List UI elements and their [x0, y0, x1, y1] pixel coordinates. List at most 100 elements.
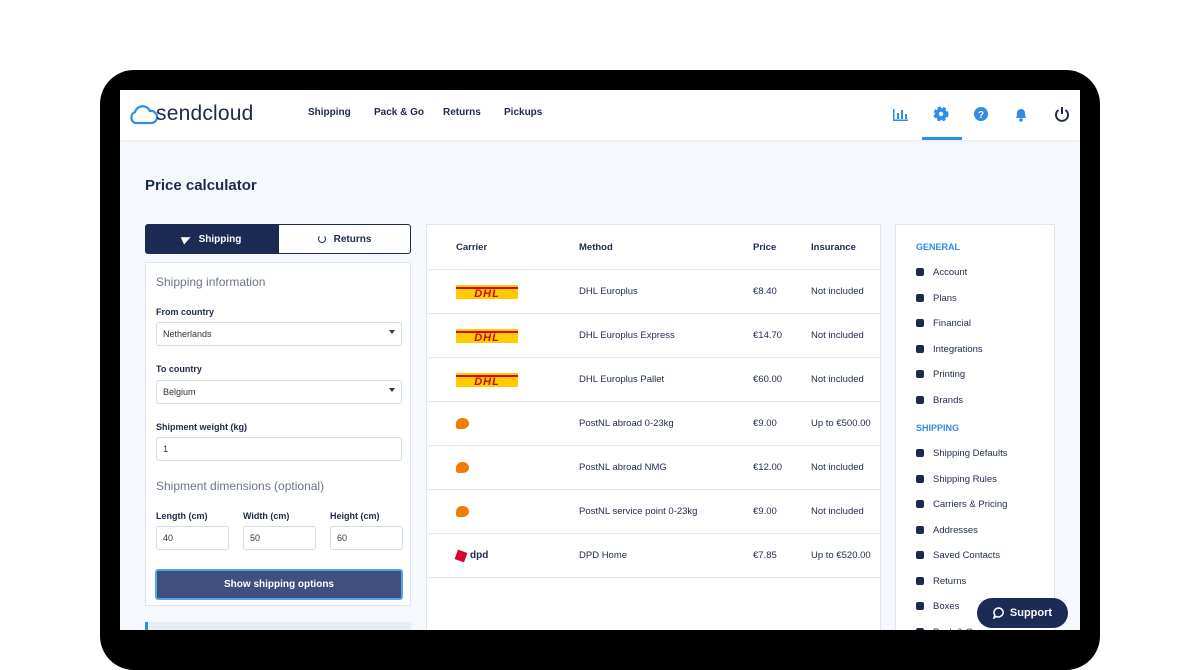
price: €9.00: [753, 506, 777, 517]
shipping-form: Shipping information From country Netherla…: [145, 262, 411, 606]
support-label[interactable]: Support: [1009, 607, 1053, 619]
sidebar-item[interactable]: Account: [896, 260, 1054, 286]
field-label: Shipment weight (kg): [156, 422, 247, 432]
field-label: Height (cm): [330, 511, 380, 521]
column-header: Method: [579, 241, 613, 253]
method: PostNL abroad NMG: [579, 462, 667, 473]
insurance: Up to €520.00: [811, 550, 871, 561]
sidebar-item[interactable]: Shipping Rules: [896, 467, 1054, 493]
carrier-logo: DHL: [456, 284, 518, 300]
table-row[interactable]: PostNL abroad 0-23kg €9.00 Up to €500.00: [427, 402, 880, 446]
carrier-cell: DHL: [427, 328, 579, 344]
nav-link[interactable]: Shipping: [308, 107, 351, 118]
help-icon[interactable]: ?: [972, 105, 990, 123]
notifications-icon[interactable]: [1012, 105, 1030, 123]
results-table: Carrier Method Price Insurance DHL DHL Europl…: [426, 224, 881, 630]
tab[interactable]: Shipping: [145, 224, 278, 254]
carrier-cell: [427, 462, 579, 473]
sidebar-item[interactable]: Printing: [896, 362, 1054, 388]
price: €60.00: [753, 374, 783, 385]
table-row[interactable]: DHL DHL Europlus Pallet €60.00 Not included: [427, 358, 880, 402]
carrier-cell: dpd: [427, 548, 579, 563]
sidebar-item[interactable]: Returns: [896, 569, 1054, 595]
carrier-logo: [456, 462, 469, 473]
sidebar-item[interactable]: Boxes: [896, 594, 1054, 620]
nav-link[interactable]: Pickups: [504, 107, 543, 118]
carrier-logo: DHL: [456, 328, 518, 344]
insurance: Not included: [811, 462, 864, 473]
sidebar-item[interactable]: Plans: [896, 286, 1054, 312]
logout-icon[interactable]: [1053, 105, 1071, 123]
next-panel: [145, 622, 411, 630]
select[interactable]: Belgium: [156, 380, 402, 404]
carrier-cell: [427, 506, 579, 517]
table-row[interactable]: PostNL service point 0-23kg €9.00 Not incl…: [427, 490, 880, 534]
input[interactable]: 40: [156, 526, 229, 550]
input[interactable]: 60: [330, 526, 403, 550]
logo-icon: [130, 105, 158, 125]
tab[interactable]: Returns: [278, 224, 411, 254]
settings-sidebar: GENERAL Account Plans Financial Integrations…: [895, 224, 1055, 630]
support-button[interactable]: Support: [977, 598, 1068, 628]
sidebar-item[interactable]: Brands: [896, 388, 1054, 414]
insurance: Not included: [811, 374, 864, 385]
table-row[interactable]: DHL DHL Europlus Express €14.70 Not include…: [427, 314, 880, 358]
price: €12.00: [753, 462, 783, 473]
sidebar-item[interactable]: Integrations: [896, 337, 1054, 363]
method: DHL Europlus Pallet: [579, 374, 665, 385]
input[interactable]: 1: [156, 437, 402, 461]
active-indicator: [922, 137, 962, 140]
nav-link[interactable]: Returns: [443, 107, 481, 118]
page-title: Price calculator: [145, 177, 257, 194]
carrier-logo: DHL: [456, 372, 518, 388]
table-row[interactable]: PostNL abroad NMG €12.00 Not included: [427, 446, 880, 490]
sidebar-item[interactable]: Addresses: [896, 518, 1054, 544]
field-label: Length (cm): [156, 511, 208, 521]
button-label[interactable]: Show shipping options: [224, 579, 334, 590]
tab-label[interactable]: Shipping: [198, 233, 242, 245]
select-arrow: [389, 388, 395, 392]
chat-icon: [992, 607, 1004, 619]
analytics-icon[interactable]: [891, 105, 909, 123]
table-row[interactable]: dpd DPD Home €7.85 Up to €520.00: [427, 534, 880, 578]
sidebar-item[interactable]: Saved Contacts: [896, 543, 1054, 569]
price: €14.70: [753, 330, 783, 341]
table-row[interactable]: DHL DHL Europlus €8.40 Not included: [427, 270, 880, 314]
settings-icon[interactable]: [932, 105, 950, 123]
page: {"nav":{"logo":"sendcloud","links":["Shi…: [100, 70, 1100, 670]
insurance: Not included: [811, 506, 864, 517]
price: €8.40: [753, 286, 777, 297]
field-label: Width (cm): [243, 511, 290, 521]
sidebar-item[interactable]: Carriers & Pricing: [896, 492, 1054, 518]
sidebar-item[interactable]: Shipping Defaults: [896, 441, 1054, 467]
nav-link[interactable]: Pack & Go: [374, 107, 425, 118]
method: DHL Europlus Express: [579, 330, 675, 341]
price: €9.00: [753, 418, 777, 429]
select-arrow: [389, 330, 395, 334]
insurance: Not included: [811, 330, 864, 341]
select[interactable]: Netherlands: [156, 322, 402, 346]
insurance: Up to €500.00: [811, 418, 871, 429]
method: PostNL service point 0-23kg: [579, 506, 698, 517]
carrier-logo: [456, 418, 469, 429]
submit-button[interactable]: Show shipping options: [155, 569, 403, 600]
price: €7.85: [753, 550, 777, 561]
sidebar-section-title: SHIPPING: [916, 423, 960, 433]
sidebar-item[interactable]: Financial: [896, 311, 1054, 337]
input[interactable]: 50: [243, 526, 316, 550]
screen: sendcloud ? Shipping Pack & Go Returns Pick…: [120, 90, 1080, 630]
carrier-logo: dpd: [454, 548, 579, 563]
carrier-icon: [454, 549, 468, 562]
carrier-cell: DHL: [427, 372, 579, 388]
sidebar-section-title: GENERAL: [916, 242, 961, 252]
method: DHL Europlus: [579, 286, 638, 297]
carrier-name: dpd: [470, 550, 489, 561]
tab-label[interactable]: Returns: [333, 233, 372, 245]
sidebar-item[interactable]: Pack & Go: [896, 620, 1054, 630]
method: DPD Home: [579, 550, 628, 561]
select-value: Belgium: [163, 387, 196, 397]
logo[interactable]: sendcloud: [156, 102, 254, 125]
section-title: Shipment dimensions (optional): [156, 479, 325, 493]
carrier-cell: [427, 418, 579, 429]
tab-icon: [180, 233, 192, 245]
